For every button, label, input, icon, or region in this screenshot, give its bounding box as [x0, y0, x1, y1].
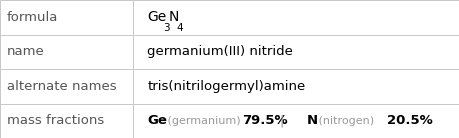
Text: alternate names: alternate names: [7, 80, 116, 93]
Text: 3: 3: [163, 23, 169, 33]
Text: germanium(III) nitride: germanium(III) nitride: [147, 45, 292, 58]
Text: (germanium): (germanium): [164, 116, 244, 126]
Text: name: name: [7, 45, 45, 58]
Text: N: N: [168, 10, 179, 24]
Text: 79.5%: 79.5%: [242, 114, 287, 127]
Text: tris(nitrilogermyl)amine: tris(nitrilogermyl)amine: [147, 80, 305, 93]
Text: mass fractions: mass fractions: [7, 114, 104, 127]
Text: 20.5%: 20.5%: [386, 114, 432, 127]
Text: Ge: Ge: [147, 10, 166, 24]
Text: (nitrogen): (nitrogen): [314, 116, 377, 126]
Text: 4: 4: [176, 23, 183, 33]
Text: formula: formula: [7, 11, 58, 24]
Text: |: |: [279, 114, 284, 127]
Text: N: N: [306, 114, 317, 127]
Text: Ge: Ge: [147, 114, 167, 127]
